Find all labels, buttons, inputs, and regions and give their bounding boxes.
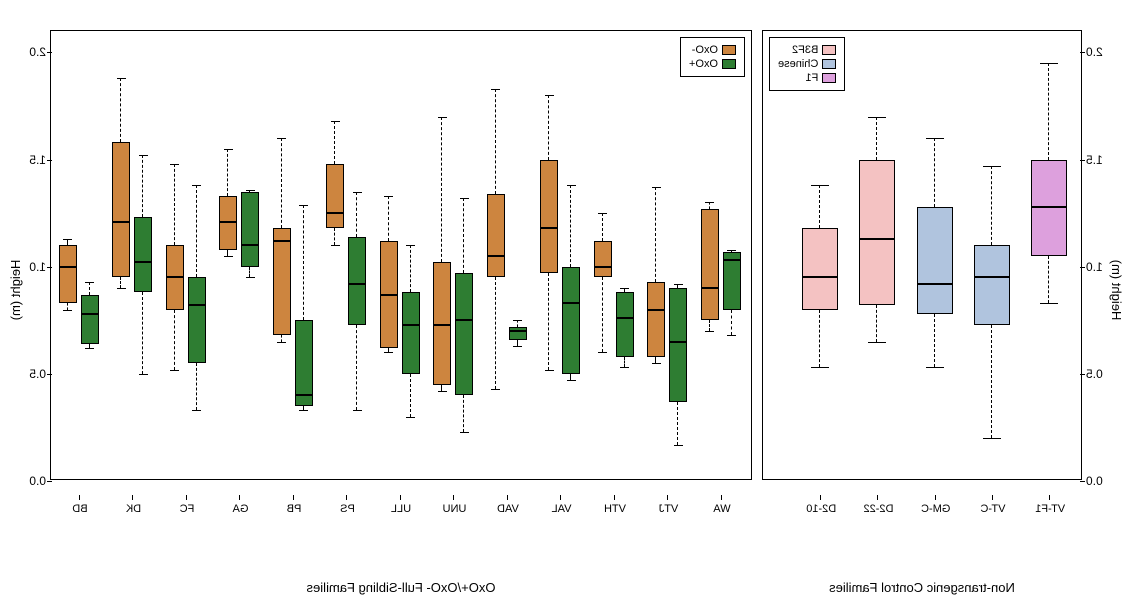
x-tick-label: VTJ [659,503,679,515]
x-tick-label: UNU [443,503,467,515]
boxplot-box [670,31,688,481]
boxplot-box [166,31,184,481]
y-tick: 0.5 [1086,367,1116,381]
x-tick-label: DK [126,503,141,515]
boxplot-box [541,31,559,481]
boxplot-box [917,31,953,481]
y-tick: 0.0 [1086,474,1116,488]
x-tick-label: ULL [391,503,411,515]
boxplot-box [974,31,1010,481]
boxplot-box [81,31,99,481]
boxplot-box [135,31,153,481]
x-tick-label: PB [287,503,302,515]
x-tick-label: VT-F1 [1035,503,1065,515]
boxplot-box [295,31,313,481]
boxplot-box [487,31,505,481]
boxplot-box [402,31,420,481]
boxplot-box [456,31,474,481]
x-tick-label: D2-22 [864,503,894,515]
x-tick-label: WA [713,503,730,515]
boxplot-box [723,31,741,481]
boxplot-box [59,31,77,481]
x-tick-label: VAL [552,503,572,515]
y-axis-right: 0.00.51.01.52.0 [11,31,46,479]
boxplot-box [1031,31,1067,481]
boxplot-box [509,31,527,481]
boxplot-box [802,31,838,481]
y-tick: 0.0 [16,474,46,488]
x-tick-label: BD [72,503,87,515]
x-tick-label: GA [233,503,249,515]
right-panel: 0.00.51.01.52.0 OxO-OxO+ WA VTJ VTH VAL VAD U… [50,30,752,550]
boxplot-box [113,31,131,481]
x-tick-label: FC [180,503,195,515]
boxplot-box [701,31,719,481]
boxplot-box [616,31,634,481]
plot-area-right: 0.00.51.01.52.0 OxO-OxO+ [50,30,752,480]
x-tick-label: VTH [604,503,626,515]
x-tick-label: VAD [497,503,519,515]
boxplot-box [220,31,238,481]
y-tick: 1.5 [16,153,46,167]
boxplot-box [349,31,367,481]
x-tick-label: PS [340,503,355,515]
boxplot-box [859,31,895,481]
y-tick: 2.0 [16,45,46,59]
boxplot-box [188,31,206,481]
left-panel: Height (m) 0.00.51.01.52.0 B3F2ChineseF1… [762,30,1082,550]
x-axis-label-right: OxO+/OxO- Full-Sibling Families [307,580,496,595]
chart-container: Height (m) 0.00.51.01.52.0 B3F2ChineseF1… [0,0,1122,610]
x-axis-label-left: Non-transgenic Control Families [829,580,1015,595]
y-axis-label-right: Height (m) [8,260,23,321]
boxplot-box [434,31,452,481]
boxplot-box [327,31,345,481]
y-tick: 1.5 [1086,153,1116,167]
boxplot-box [563,31,581,481]
boxplot-box [380,31,398,481]
boxplot-box [242,31,260,481]
x-tick-label: D2-10 [806,503,836,515]
y-axis-left: 0.00.51.01.52.0 [1086,31,1121,479]
x-tick-label: GM-C [921,503,950,515]
y-tick: 1.0 [1086,260,1116,274]
boxplot-box [273,31,291,481]
boxplot-box [594,31,612,481]
y-tick: 2.0 [1086,45,1116,59]
plot-area-left: 0.00.51.01.52.0 B3F2ChineseF1 [762,30,1082,480]
boxplot-box [648,31,666,481]
y-tick: 0.5 [16,367,46,381]
x-tick-label: VT-C [980,503,1005,515]
